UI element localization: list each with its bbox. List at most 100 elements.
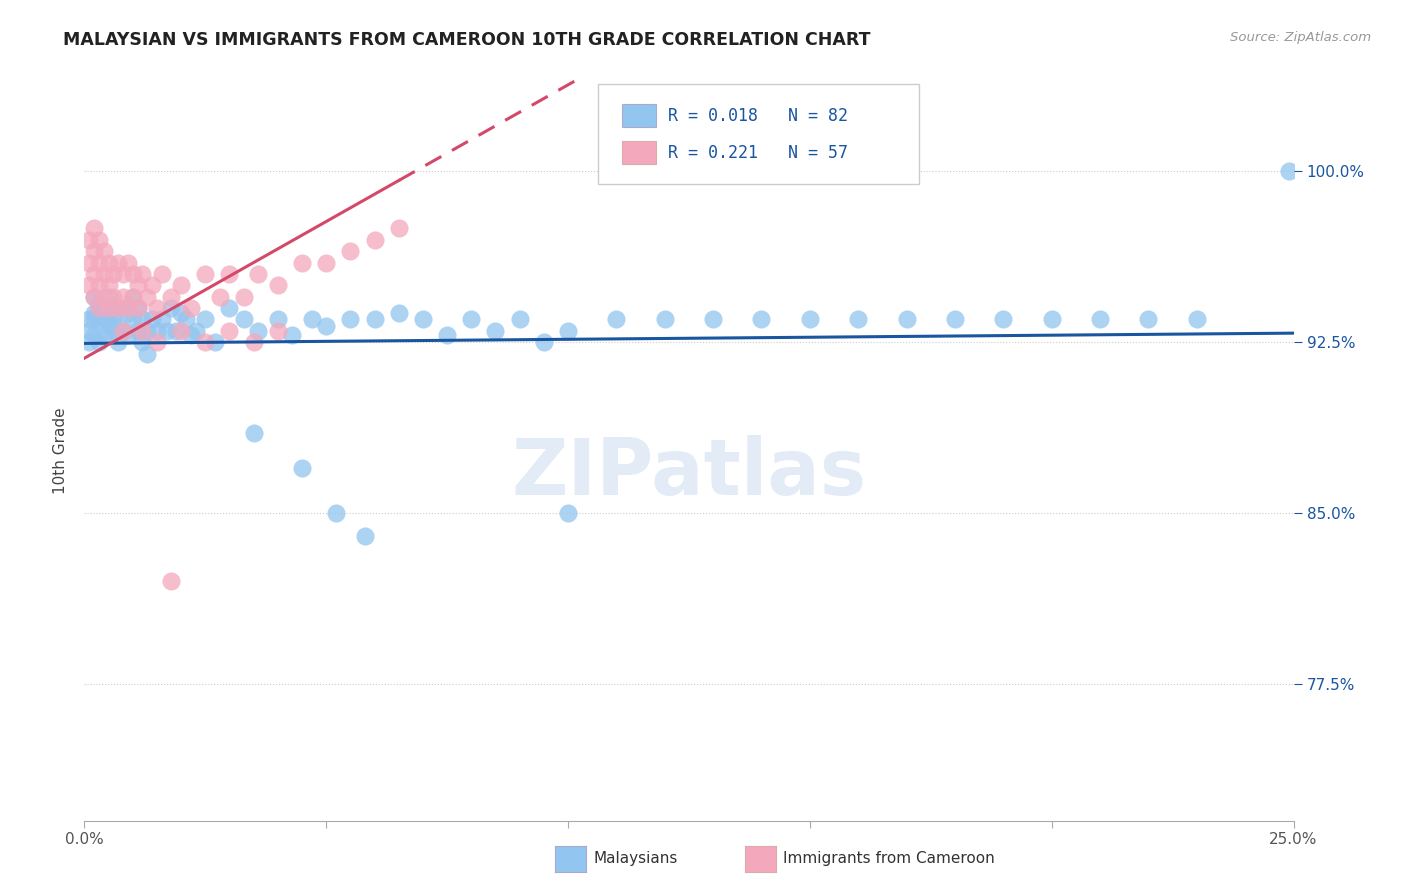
Point — [131, 324, 153, 338]
Point — [97, 319, 120, 334]
Point — [184, 324, 207, 338]
Point — [83, 328, 105, 343]
Point — [87, 301, 110, 315]
Point — [83, 305, 105, 319]
Point — [146, 324, 169, 338]
Point — [291, 460, 314, 475]
Point — [484, 324, 506, 338]
Point — [165, 324, 187, 338]
Point — [77, 278, 100, 293]
Point — [112, 301, 135, 315]
Point — [112, 290, 135, 304]
Point — [208, 290, 231, 304]
Text: ZIPatlas: ZIPatlas — [512, 434, 866, 511]
Point — [97, 305, 120, 319]
Point — [218, 301, 240, 315]
Point — [194, 312, 217, 326]
Point — [121, 290, 143, 304]
Point — [301, 312, 323, 326]
Point — [146, 301, 169, 315]
Point — [146, 335, 169, 350]
Point — [117, 305, 139, 319]
Point — [87, 296, 110, 310]
Point — [87, 233, 110, 247]
Point — [141, 278, 163, 293]
Point — [117, 255, 139, 269]
Point — [93, 290, 115, 304]
Point — [204, 335, 226, 350]
Point — [315, 319, 337, 334]
Point — [218, 324, 240, 338]
Point — [174, 312, 197, 326]
Point — [121, 267, 143, 281]
Point — [117, 301, 139, 315]
Text: R = 0.018   N = 82: R = 0.018 N = 82 — [668, 107, 848, 125]
Point — [339, 312, 361, 326]
Y-axis label: 10th Grade: 10th Grade — [53, 407, 69, 494]
Point — [160, 290, 183, 304]
Point — [751, 312, 773, 326]
Point — [93, 244, 115, 259]
Point — [107, 319, 129, 334]
Point — [150, 267, 173, 281]
Point — [160, 574, 183, 589]
Text: Malaysians: Malaysians — [593, 852, 678, 866]
Point — [509, 312, 531, 326]
Point — [1137, 312, 1160, 326]
Point — [93, 312, 115, 326]
Point — [131, 267, 153, 281]
Point — [281, 328, 304, 343]
Text: Immigrants from Cameroon: Immigrants from Cameroon — [783, 852, 995, 866]
Point — [107, 301, 129, 315]
Point — [77, 335, 100, 350]
Point — [112, 267, 135, 281]
Point — [1185, 312, 1208, 326]
Point — [87, 278, 110, 293]
Point — [896, 312, 918, 326]
Point — [242, 335, 264, 350]
Point — [127, 301, 149, 315]
Point — [557, 506, 579, 520]
Point — [354, 529, 377, 543]
Point — [846, 312, 869, 326]
Text: R = 0.221   N = 57: R = 0.221 N = 57 — [668, 144, 848, 161]
Point — [136, 324, 159, 338]
Point — [107, 335, 129, 350]
Point — [103, 267, 125, 281]
Point — [993, 312, 1015, 326]
Point — [117, 328, 139, 343]
Point — [242, 426, 264, 441]
Point — [605, 312, 627, 326]
Point — [233, 312, 256, 326]
Point — [103, 324, 125, 338]
Point — [267, 312, 290, 326]
Point — [170, 324, 193, 338]
Point — [799, 312, 821, 326]
Point — [97, 255, 120, 269]
Point — [97, 290, 120, 304]
Point — [83, 221, 105, 235]
Point — [194, 267, 217, 281]
Point — [87, 335, 110, 350]
Point — [233, 290, 256, 304]
Point — [170, 278, 193, 293]
Point — [160, 301, 183, 315]
Point — [141, 312, 163, 326]
Point — [121, 290, 143, 304]
Point — [412, 312, 434, 326]
Point — [83, 244, 105, 259]
Point — [218, 267, 240, 281]
Point — [150, 312, 173, 326]
Point — [247, 324, 270, 338]
Point — [112, 324, 135, 338]
Point — [77, 233, 100, 247]
Point — [267, 278, 290, 293]
Text: Source: ZipAtlas.com: Source: ZipAtlas.com — [1230, 31, 1371, 45]
Point — [107, 255, 129, 269]
Point — [87, 255, 110, 269]
Point — [103, 312, 125, 326]
Point — [83, 290, 105, 304]
FancyBboxPatch shape — [599, 84, 918, 184]
Point — [131, 335, 153, 350]
Point — [136, 346, 159, 360]
